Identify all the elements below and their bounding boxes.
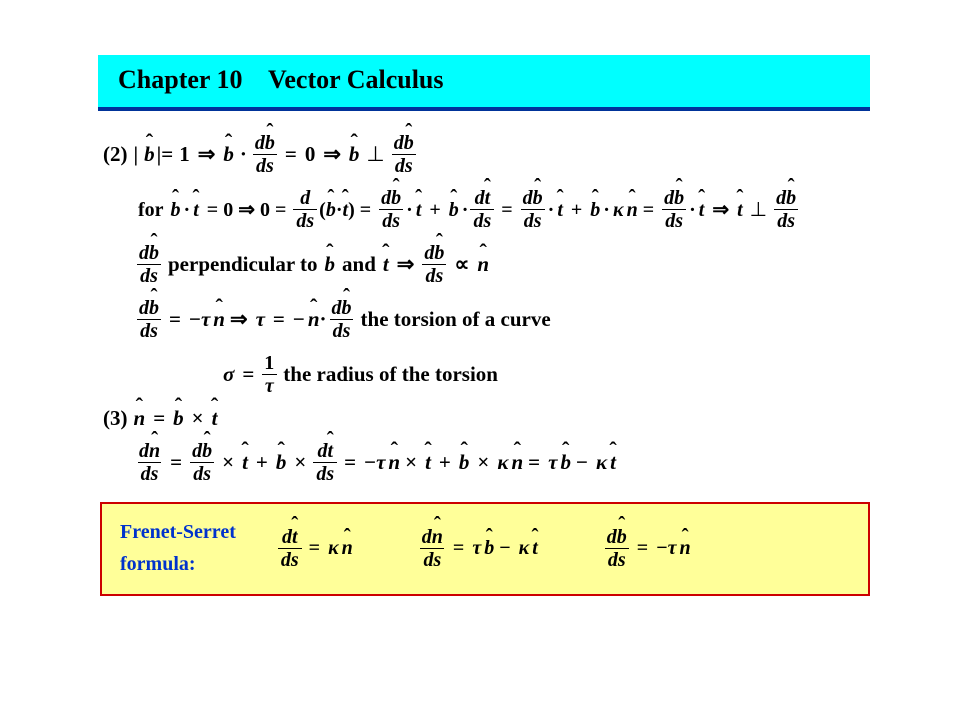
item2-line3: dbds perpendicular to b and t ⇒ dbds ∝ n [100, 243, 870, 286]
item2-line2: for b·t =0 ⇒0= dds (b·t) = dbds ·t + b· … [100, 188, 870, 231]
chapter-title: Chapter 10 Vector Calculus [118, 65, 444, 94]
frenet-serret-box: Frenet-Serret formula: dtds =κn dnds =τb… [100, 502, 870, 596]
item2-label: (2) [103, 144, 128, 165]
item2-line5: σ = 1τ the radius of the torsion [100, 353, 870, 396]
chapter-header: Chapter 10 Vector Calculus [98, 55, 870, 111]
formula-eq1: dtds =κn [276, 527, 353, 570]
item2-line4: dbds = −τn ⇒ τ= −n· dbds the torsion of … [100, 298, 870, 341]
item3-line1: (3) n= b×t [100, 408, 870, 429]
frac-db-ds: dbds [252, 133, 278, 176]
item2-line1: (2) |b|= 1 ⇒ b· dbds =0 ⇒ b ⊥ dbds [100, 133, 870, 176]
formula-label: Frenet-Serret formula: [120, 516, 236, 580]
item3-line2: dnds = dbds ×t + b× dtds = −τn×t + b×κn … [100, 441, 870, 484]
formula-eq2: dnds =τb −κt [417, 527, 538, 570]
formula-equations: dtds =κn dnds =τb −κt dbds =−τn [276, 527, 850, 570]
math-content: (2) |b|= 1 ⇒ b· dbds =0 ⇒ b ⊥ dbds for b… [98, 133, 870, 596]
formula-eq3: dbds =−τn [602, 527, 691, 570]
